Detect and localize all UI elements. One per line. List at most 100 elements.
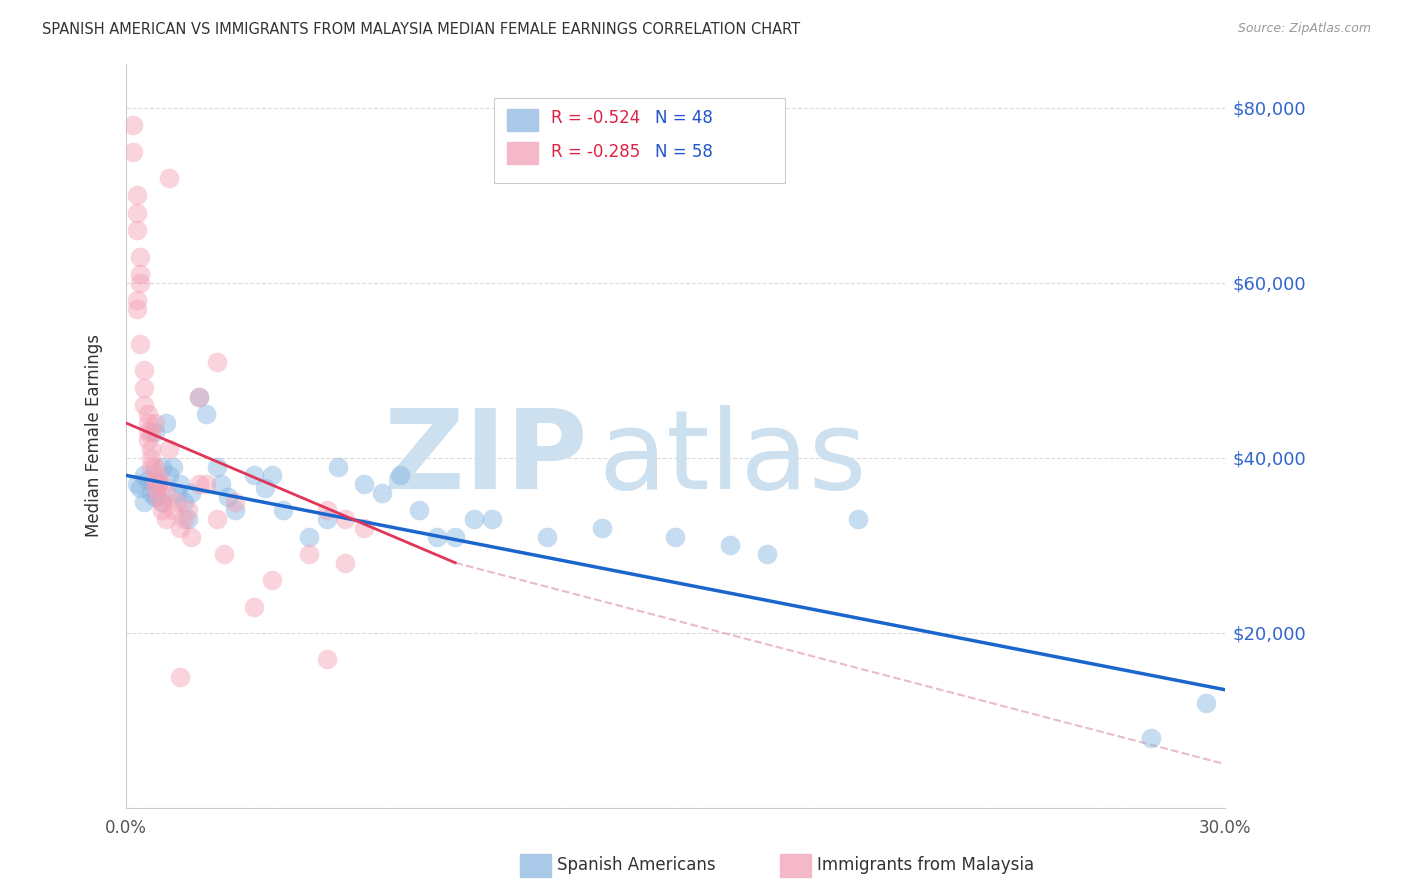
Point	[129, 250, 152, 264]
Point	[121, 118, 143, 132]
Point	[169, 477, 191, 491]
Text: Source: ZipAtlas.com: Source: ZipAtlas.com	[1237, 22, 1371, 36]
Point	[125, 301, 148, 316]
Point	[187, 390, 209, 404]
Point	[141, 450, 163, 465]
Point	[155, 416, 177, 430]
Point	[150, 459, 173, 474]
Point	[353, 521, 375, 535]
Point	[177, 503, 200, 517]
Point	[159, 468, 181, 483]
Point	[136, 425, 159, 439]
Point	[298, 529, 321, 543]
Point	[217, 490, 239, 504]
Point	[155, 512, 177, 526]
Point	[298, 547, 321, 561]
Point	[195, 477, 218, 491]
Point	[166, 485, 188, 500]
Point	[214, 547, 236, 561]
Text: SPANISH AMERICAN VS IMMIGRANTS FROM MALAYSIA MEDIAN FEMALE EARNINGS CORRELATION : SPANISH AMERICAN VS IMMIGRANTS FROM MALA…	[42, 22, 800, 37]
Point	[481, 512, 503, 526]
Text: Immigrants from Malaysia: Immigrants from Malaysia	[817, 856, 1033, 874]
Text: N = 48: N = 48	[655, 110, 713, 128]
Text: ZIP: ZIP	[384, 405, 588, 512]
Text: atlas: atlas	[598, 405, 866, 512]
Point	[132, 363, 155, 377]
Point	[173, 494, 195, 508]
Point	[132, 398, 155, 412]
Point	[143, 459, 166, 474]
Point	[148, 490, 170, 504]
Point	[125, 188, 148, 202]
Point	[136, 416, 159, 430]
Point	[408, 503, 430, 517]
Point	[141, 425, 163, 439]
Text: R = -0.285: R = -0.285	[551, 143, 640, 161]
Text: N = 58: N = 58	[655, 143, 713, 161]
Point	[335, 512, 357, 526]
Point	[260, 468, 283, 483]
Point	[121, 145, 143, 159]
Point	[159, 170, 181, 185]
Point	[162, 503, 184, 517]
Point	[389, 468, 412, 483]
FancyBboxPatch shape	[508, 109, 537, 131]
Point	[132, 381, 155, 395]
Text: Spanish Americans: Spanish Americans	[557, 856, 716, 874]
Point	[150, 494, 173, 508]
Point	[141, 485, 163, 500]
Point	[129, 276, 152, 290]
Point	[162, 459, 184, 474]
Point	[224, 494, 246, 508]
Point	[180, 485, 202, 500]
Point	[125, 206, 148, 220]
Point	[1195, 696, 1218, 710]
Point	[353, 477, 375, 491]
Point	[205, 354, 228, 368]
Point	[316, 503, 339, 517]
Point	[148, 477, 170, 491]
Point	[187, 477, 209, 491]
Point	[177, 512, 200, 526]
Point	[141, 459, 163, 474]
Point	[755, 547, 778, 561]
Point	[444, 529, 467, 543]
Point	[148, 477, 170, 491]
Point	[129, 482, 152, 496]
Point	[426, 529, 449, 543]
Point	[143, 425, 166, 439]
Point	[591, 521, 613, 535]
Point	[125, 477, 148, 491]
Point	[1140, 731, 1163, 745]
Point	[136, 473, 159, 487]
Point	[132, 468, 155, 483]
Point	[253, 482, 276, 496]
Point	[260, 574, 283, 588]
Point	[132, 494, 155, 508]
Point	[148, 468, 170, 483]
Point	[536, 529, 558, 543]
Point	[463, 512, 485, 526]
Point	[326, 459, 349, 474]
Point	[150, 477, 173, 491]
Point	[129, 267, 152, 281]
Point	[224, 503, 246, 517]
Point	[169, 669, 191, 683]
Point	[125, 293, 148, 308]
Point	[846, 512, 869, 526]
Point	[173, 512, 195, 526]
Point	[143, 482, 166, 496]
Point	[187, 390, 209, 404]
Point	[150, 494, 173, 508]
Point	[205, 459, 228, 474]
Point	[195, 407, 218, 421]
Point	[316, 512, 339, 526]
Point	[141, 442, 163, 456]
Point	[335, 556, 357, 570]
Point	[664, 529, 686, 543]
Point	[271, 503, 294, 517]
Point	[180, 529, 202, 543]
Point	[242, 599, 264, 614]
Point	[718, 538, 741, 552]
Point	[316, 652, 339, 666]
